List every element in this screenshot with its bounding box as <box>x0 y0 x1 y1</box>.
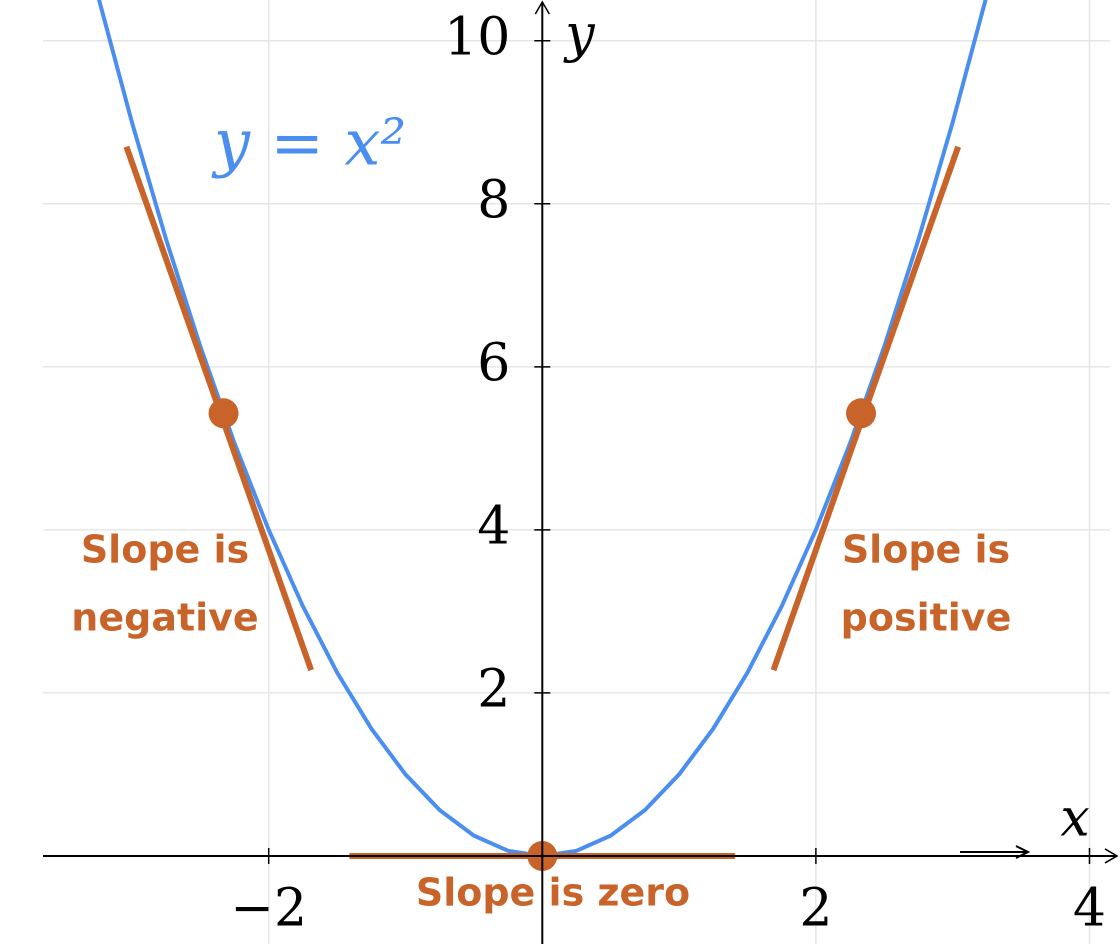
curve-label: y = x² <box>211 107 406 181</box>
annotation: Slope is zero <box>416 871 690 915</box>
tangent-point <box>846 398 877 429</box>
x-tick-label: 4 <box>1073 878 1106 938</box>
y-tick-label: 8 <box>477 170 510 230</box>
annotation: Slope is <box>81 528 249 572</box>
annotation: negative <box>71 596 258 640</box>
annotation: Slope is <box>842 528 1010 572</box>
y-tick-label: 2 <box>477 659 510 719</box>
y-axis-label: y <box>563 5 595 65</box>
x-tick-label: −2 <box>230 878 307 938</box>
x-axis-label: x <box>1060 789 1089 849</box>
tangent-point <box>208 398 239 429</box>
y-arrow <box>534 0 550 15</box>
annotation: positive <box>841 596 1012 640</box>
y-tick-label: 6 <box>477 333 510 393</box>
x-arrow <box>1104 848 1119 864</box>
arrow-decoration <box>960 845 1031 859</box>
x-tick-label: 2 <box>799 878 832 938</box>
y-tick-label: 4 <box>477 496 510 556</box>
y-tick-label: 10 <box>444 7 510 67</box>
